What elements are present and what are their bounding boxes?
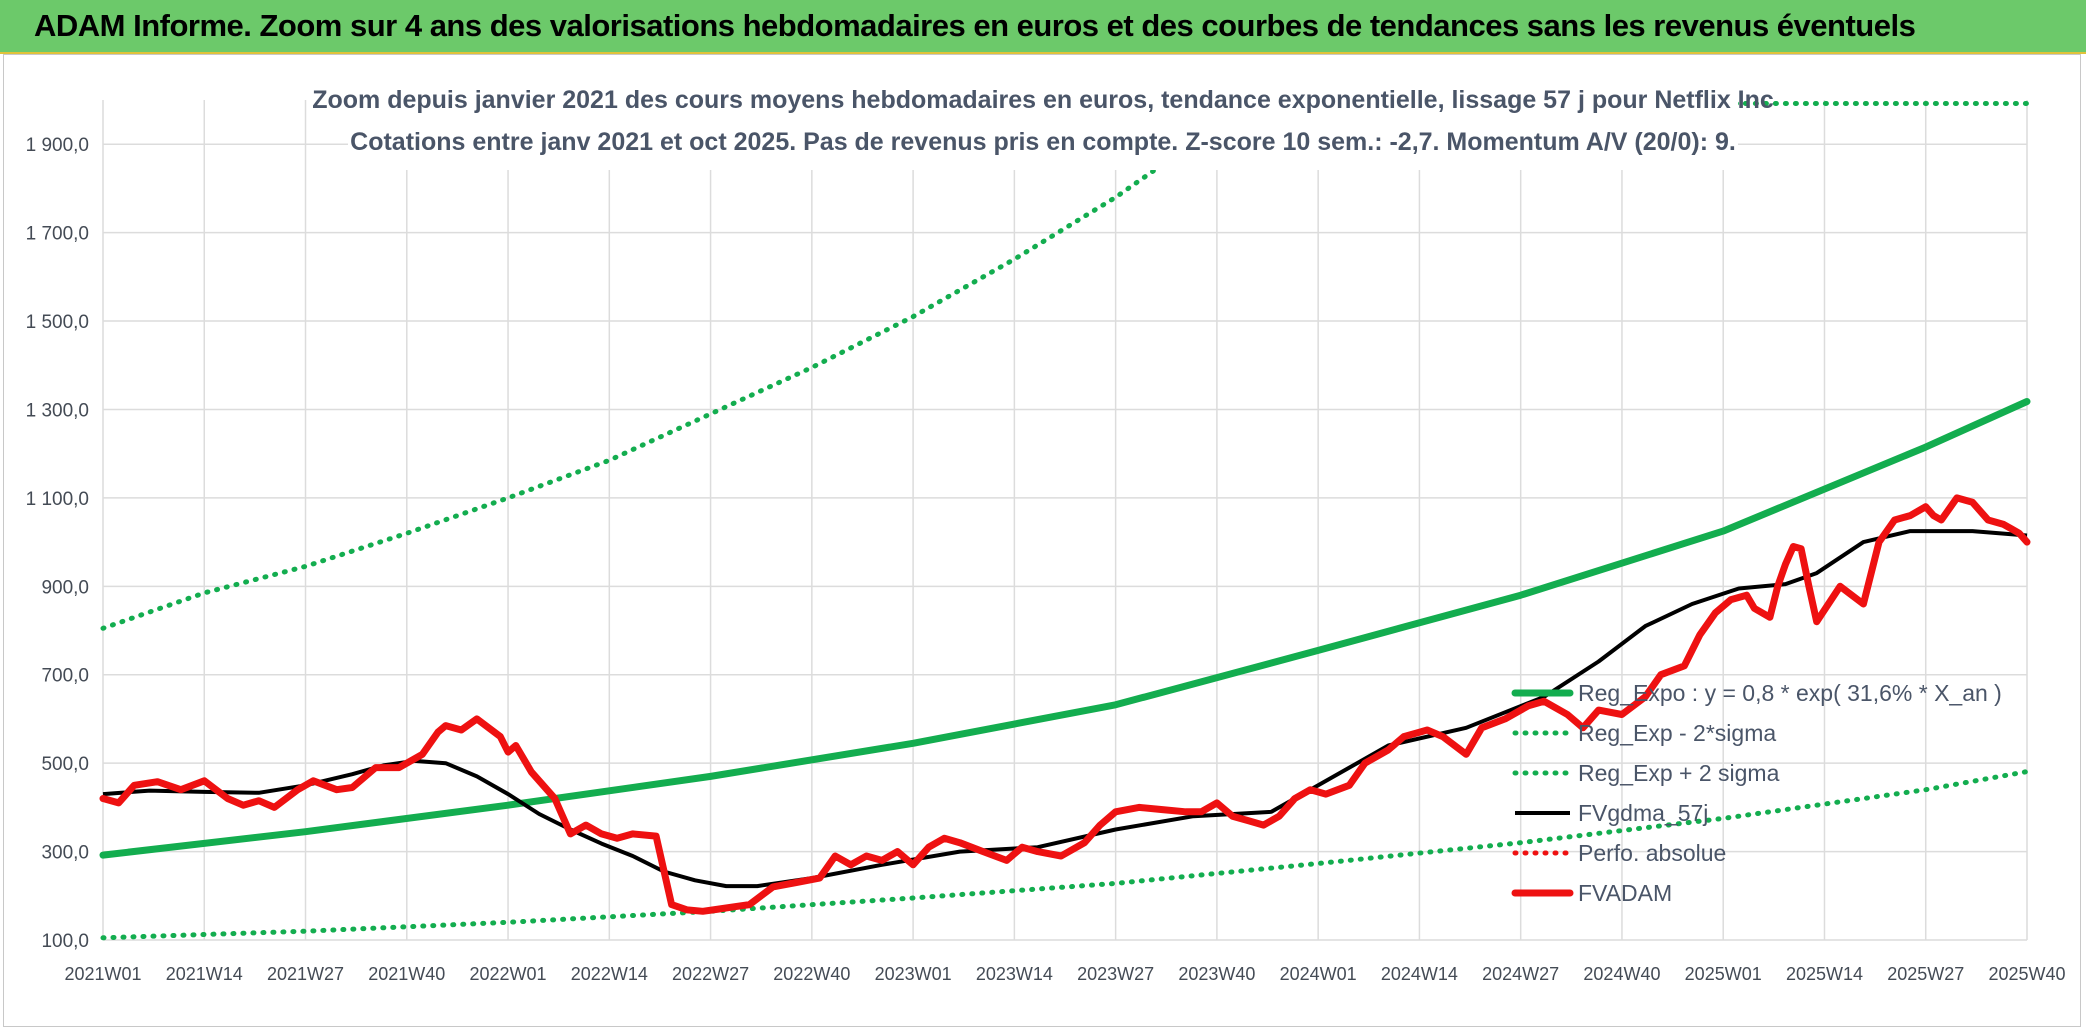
- y-tick-label: 500,0: [41, 754, 89, 775]
- y-tick-label: 100,0: [41, 931, 89, 952]
- subtitle-box: [348, 80, 1738, 170]
- x-tick-label: 2024W14: [1381, 964, 1458, 984]
- y-tick-label: 900,0: [41, 577, 89, 598]
- series-reg-exp-2-sigma: [100, 97, 1243, 631]
- title-banner: ADAM Informe. Zoom sur 4 ans des valoris…: [0, 0, 2086, 54]
- subtitle-line-1: Zoom depuis janvier 2021 des cours moyen…: [312, 86, 1774, 114]
- chart-frame: [3, 54, 2081, 1027]
- series-layer: [99, 97, 2031, 941]
- x-tick-label: 2021W27: [267, 964, 344, 984]
- x-tick-label: 2025W40: [1988, 964, 2065, 984]
- legend-label: FVADAM: [1578, 880, 1672, 906]
- x-tick-label: 2022W14: [571, 964, 648, 984]
- x-tick-label: 2023W40: [1178, 964, 1255, 984]
- subtitle-line-2: Cotations entre janv 2021 et oct 2025. P…: [350, 128, 1736, 156]
- x-tick-label: 2024W01: [1280, 964, 1357, 984]
- series-reg-expo: [99, 398, 2031, 859]
- x-tick-label: 2021W40: [368, 964, 445, 984]
- x-tick-label: 2025W14: [1786, 964, 1863, 984]
- x-tick-label: 2023W27: [1077, 964, 1154, 984]
- x-tick-label: 2021W01: [64, 964, 141, 984]
- y-tick-label: 1 100,0: [26, 489, 89, 510]
- legend: Reg_Expo : y = 0,8 * exp( 31,6% * X_an )…: [1511, 680, 2002, 906]
- series-fvadam: [99, 494, 2031, 915]
- legend-label: Perfo. absolue: [1578, 840, 1726, 866]
- x-axis: 2021W01 2021W14 2021W27 2021W40 2022W01 2022W…: [64, 964, 2065, 984]
- y-tick-label: 1 700,0: [26, 224, 89, 245]
- y-tick-label: 1 300,0: [26, 400, 89, 421]
- y-tick-label: 700,0: [41, 666, 89, 687]
- legend-label: Reg_Expo : y = 0,8 * exp( 31,6% * X_an ): [1578, 680, 2002, 706]
- x-tick-label: 2025W27: [1887, 964, 1964, 984]
- x-tick-label: 2025W01: [1685, 964, 1762, 984]
- x-tick-label: 2021W14: [166, 964, 243, 984]
- x-tick-label: 2022W40: [773, 964, 850, 984]
- y-tick-label: 300,0: [41, 843, 89, 864]
- legend-label: FVgdma_57j: [1578, 800, 1708, 826]
- y-tick-label: 1 500,0: [26, 312, 89, 333]
- x-tick-label: 2024W27: [1482, 964, 1559, 984]
- x-tick-label: 2022W27: [672, 964, 749, 984]
- series-fvgdma-57j: [102, 529, 2028, 889]
- y-axis: 100,0 300,0 500,0 700,0 900,0 1 100,0 1 300,0 1…: [26, 135, 89, 952]
- legend-label: Reg_Exp + 2 sigma: [1578, 760, 1780, 786]
- legend-label: Reg_Exp - 2*sigma: [1578, 720, 1776, 746]
- x-tick-label: 2023W14: [976, 964, 1053, 984]
- report-title: ADAM Informe. Zoom sur 4 ans des valoris…: [34, 8, 1916, 43]
- y-tick-label: 1 900,0: [26, 135, 89, 156]
- x-tick-label: 2023W01: [875, 964, 952, 984]
- x-tick-label: 2022W01: [470, 964, 547, 984]
- series-reg-exp-2-sigma: [100, 769, 2030, 941]
- x-tick-label: 2024W40: [1583, 964, 1660, 984]
